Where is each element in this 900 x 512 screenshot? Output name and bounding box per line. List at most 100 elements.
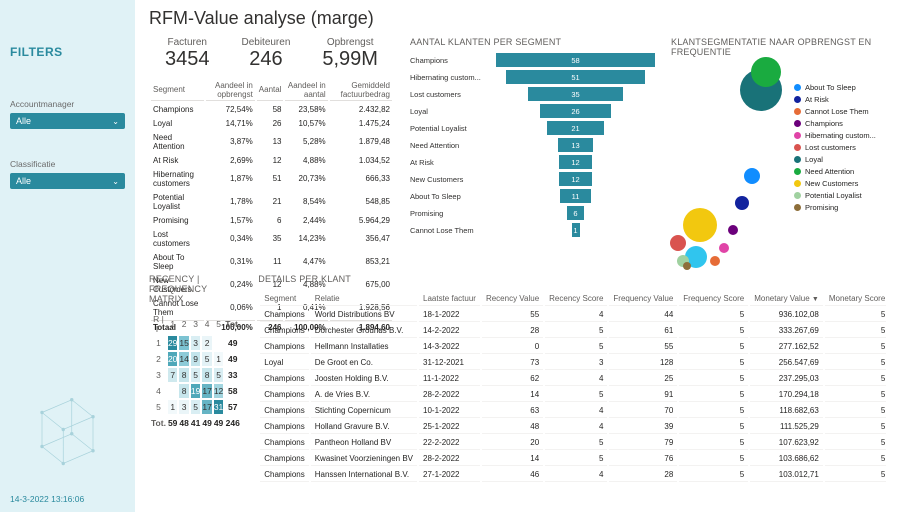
- col-header[interactable]: Monetary Score: [825, 292, 886, 306]
- kpi-cards: Facturen 3454 Debiteuren 246 Opbrengst 5…: [149, 37, 394, 71]
- matrix-row[interactable]: 129153249: [151, 336, 240, 350]
- col-header[interactable]: Gemiddeld factuurbedrag: [330, 79, 392, 101]
- funnel-visual[interactable]: AANTAL KLANTEN PER SEGMENT Champions 58 …: [410, 37, 655, 262]
- details-title: DETAILS PER KLANT: [258, 274, 886, 284]
- legend-item[interactable]: Need Attention: [794, 167, 886, 176]
- filter-dropdown-0[interactable]: Alle ⌄: [10, 113, 125, 129]
- bubble[interactable]: [744, 168, 760, 184]
- chevron-down-icon: ⌄: [112, 117, 119, 126]
- kpi-card: Facturen 3454: [165, 37, 210, 71]
- bubble[interactable]: [719, 243, 729, 253]
- funnel-row[interactable]: New Customers 12: [410, 172, 655, 186]
- funnel-row[interactable]: Champions 58: [410, 53, 655, 67]
- col-header[interactable]: Frequency Value: [609, 292, 677, 306]
- funnel-row[interactable]: At Risk 12: [410, 155, 655, 169]
- table-row[interactable]: Need Attention3,87%135,28%1.879,48: [151, 131, 392, 152]
- legend-swatch: [794, 84, 801, 91]
- funnel-row[interactable]: Loyal 26: [410, 104, 655, 118]
- kpi-value: 3454: [165, 48, 210, 71]
- legend-swatch: [794, 96, 801, 103]
- table-row[interactable]: Promising1,57%62,44%5.964,29: [151, 214, 392, 226]
- legend-item[interactable]: Potential Loyalist: [794, 191, 886, 200]
- bubble[interactable]: [683, 262, 691, 270]
- legend-swatch: [794, 180, 801, 187]
- matrix-row[interactable]: 2201495149: [151, 352, 240, 366]
- table-row[interactable]: ChampionsPantheon Holland BV22-2-2022205…: [260, 436, 886, 450]
- main-content: RFM-Value analyse (marge) Facturen 3454 …: [135, 0, 900, 512]
- bubble[interactable]: [683, 208, 717, 242]
- legend-item[interactable]: New Customers: [794, 179, 886, 188]
- col-header[interactable]: Laatste factuur: [419, 292, 480, 306]
- legend-swatch: [794, 204, 801, 211]
- legend-item[interactable]: Promising: [794, 203, 886, 212]
- col-header[interactable]: Aantal: [257, 79, 284, 101]
- legend-item[interactable]: Lost customers: [794, 143, 886, 152]
- kpi-card: Opbrengst 5,99M: [322, 37, 378, 71]
- legend-item[interactable]: At Risk: [794, 95, 886, 104]
- sort-caret-icon: ▼: [812, 296, 819, 303]
- scatter-title: KLANTSEGMENTATIE NAAR OPBRENGST EN FREQU…: [671, 37, 886, 57]
- legend-item[interactable]: Hibernating custom...: [794, 131, 886, 140]
- matrix-total-row: Tot.5948414949246: [151, 416, 240, 430]
- funnel-row[interactable]: Potential Loyalist 21: [410, 121, 655, 135]
- filter-label: Classificatie: [10, 159, 125, 169]
- funnel-row[interactable]: Lost customers 35: [410, 87, 655, 101]
- col-header[interactable]: Recency Value: [482, 292, 543, 306]
- col-header[interactable]: Aandeel in aantal: [285, 79, 327, 101]
- table-row[interactable]: ChampionsKwasinet Voorzieningen BV28-2-2…: [260, 452, 886, 466]
- table-row[interactable]: Lost customers0,34%3514,23%356,47: [151, 228, 392, 249]
- filter-label: Accountmanager: [10, 99, 125, 109]
- col-header[interactable]: Monetary Value ▼: [750, 292, 823, 306]
- col-header[interactable]: Segment: [260, 292, 308, 306]
- legend-item[interactable]: About To Sleep: [794, 83, 886, 92]
- matrix-row[interactable]: 5135173157: [151, 400, 240, 414]
- table-row[interactable]: Champions72,54%5823,58%2.432,82: [151, 103, 392, 115]
- legend-item[interactable]: Loyal: [794, 155, 886, 164]
- scatter-visual[interactable]: KLANTSEGMENTATIE NAAR OPBRENGST EN FREQU…: [671, 37, 886, 262]
- filter-dropdown-1[interactable]: Alle ⌄: [10, 173, 125, 189]
- legend-item[interactable]: Cannot Lose Them: [794, 107, 886, 116]
- kpi-label: Facturen: [165, 37, 210, 48]
- col-header[interactable]: Segment: [151, 79, 204, 101]
- table-row[interactable]: ChampionsDorchester Grounds B.V.14-2-202…: [260, 324, 886, 338]
- table-row[interactable]: ChampionsHanssen International B.V.27-1-…: [260, 468, 886, 482]
- bubble[interactable]: [751, 57, 781, 87]
- page-title: RFM-Value analyse (marge): [149, 8, 886, 29]
- bubble[interactable]: [670, 235, 686, 251]
- col-header[interactable]: Frequency Score: [679, 292, 748, 306]
- col-header[interactable]: Recency Score: [545, 292, 607, 306]
- table-row[interactable]: Hibernating customers1,87%5120,73%666,33: [151, 168, 392, 189]
- filter-value: Alle: [16, 176, 31, 186]
- bubble[interactable]: [735, 196, 749, 210]
- table-row[interactable]: ChampionsHolland Gravure B.V.25-1-202248…: [260, 420, 886, 434]
- bubble[interactable]: [710, 256, 720, 266]
- matrix-row[interactable]: 37858533: [151, 368, 240, 382]
- legend-swatch: [794, 108, 801, 115]
- funnel-title: AANTAL KLANTEN PER SEGMENT: [410, 37, 655, 47]
- funnel-row[interactable]: Hibernating custom... 51: [410, 70, 655, 84]
- legend-swatch: [794, 132, 801, 139]
- table-row[interactable]: ChampionsA. de Vries B.V.28-2-2022145915…: [260, 388, 886, 402]
- bubble[interactable]: [728, 225, 738, 235]
- funnel-row[interactable]: Cannot Lose Them 1: [410, 223, 655, 237]
- funnel-row[interactable]: Promising 6: [410, 206, 655, 220]
- table-row[interactable]: ChampionsHellmann Installaties14-3-20220…: [260, 340, 886, 354]
- details-per-klant[interactable]: DETAILS PER KLANT SegmentRelatieLaatste …: [258, 274, 886, 508]
- rf-matrix[interactable]: RECENCY | FREQUENCY MATRIX R | F12345Tot…: [149, 274, 242, 508]
- cube-decoration: [25, 387, 110, 472]
- table-row[interactable]: ChampionsWorld Distributions BV18-1-2022…: [260, 308, 886, 322]
- matrix-row[interactable]: 4819171258: [151, 384, 240, 398]
- funnel-row[interactable]: Need Attention 13: [410, 138, 655, 152]
- col-header[interactable]: Aandeel in opbrengst: [206, 79, 254, 101]
- table-row[interactable]: LoyalDe Groot en Co.31-12-20217331285256…: [260, 356, 886, 370]
- table-row[interactable]: At Risk2,69%124,88%1.034,52: [151, 154, 392, 166]
- kpi-label: Opbrengst: [322, 37, 378, 48]
- legend-item[interactable]: Champions: [794, 119, 886, 128]
- filter-value: Alle: [16, 116, 31, 126]
- table-row[interactable]: ChampionsJoosten Holding B.V.11-1-202262…: [260, 372, 886, 386]
- col-header[interactable]: Relatie: [311, 292, 417, 306]
- funnel-row[interactable]: About To Sleep 11: [410, 189, 655, 203]
- table-row[interactable]: ChampionsStichting Copernicum10-1-202263…: [260, 404, 886, 418]
- table-row[interactable]: Potential Loyalist1,78%218,54%548,85: [151, 191, 392, 212]
- table-row[interactable]: Loyal14,71%2610,57%1.475,24: [151, 117, 392, 129]
